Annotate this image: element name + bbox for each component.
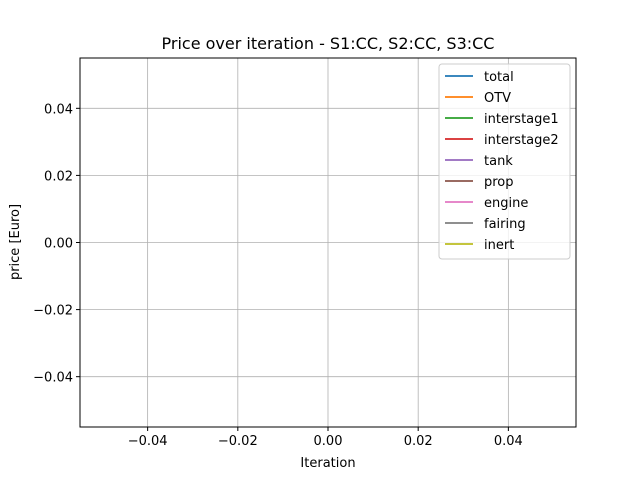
legend-label: total: [484, 70, 514, 85]
legend-label: OTV: [484, 91, 511, 106]
y-tick-label: 0.00: [44, 237, 73, 252]
plot-frame: [79, 57, 577, 428]
legend-label: fairing: [484, 217, 526, 232]
x-tick-label: 0.04: [494, 434, 523, 449]
x-axis-ticks: −0.04 −0.02 0.00 0.02 0.04: [128, 427, 523, 449]
chart-title: Price over iteration - S1:CC, S2:CC, S3:…: [162, 34, 495, 53]
legend-box: [438, 63, 571, 260]
legend: total OTV interstage1 interstage2 tank prop en…: [438, 63, 571, 260]
legend-label: tank: [484, 154, 513, 169]
y-tick-label: 0.02: [44, 169, 73, 184]
y-axis-ticks: 0.04 0.02 0.00 −0.02 −0.04: [33, 102, 80, 386]
x-tick-label: 0.02: [404, 434, 433, 449]
x-tick-label: −0.04: [128, 434, 168, 449]
y-tick-label: −0.02: [33, 304, 73, 319]
x-tick-label: −0.02: [218, 434, 258, 449]
legend-label: engine: [484, 196, 528, 211]
legend-label: interstage1: [484, 112, 559, 127]
legend-label: inert: [484, 238, 514, 253]
x-tick-label: 0.00: [314, 434, 343, 449]
legend-label: interstage2: [484, 133, 559, 148]
y-tick-label: −0.04: [33, 371, 73, 386]
y-axis-label: price [Euro]: [8, 204, 23, 280]
y-tick-label: 0.04: [44, 102, 73, 117]
legend-label: prop: [484, 175, 514, 190]
x-axis-label: Iteration: [300, 456, 355, 471]
